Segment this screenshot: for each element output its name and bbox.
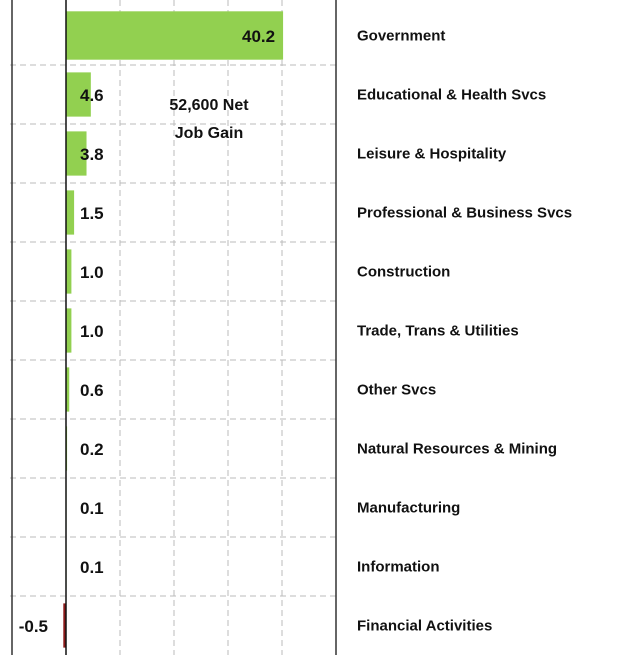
category-label: Construction — [357, 263, 450, 280]
value-label: 3.8 — [80, 145, 104, 164]
value-label: 1.0 — [80, 322, 104, 341]
category-label: Natural Resources & Mining — [357, 440, 557, 457]
category-label: Information — [357, 558, 440, 575]
category-label: Leisure & Hospitality — [357, 145, 507, 162]
value-label: 0.6 — [80, 381, 104, 400]
bar — [66, 367, 70, 412]
value-label: 1.0 — [80, 263, 104, 282]
bar — [66, 308, 72, 353]
annotation: Job Gain — [175, 125, 243, 142]
value-label: 0.1 — [80, 558, 104, 577]
value-label: 1.5 — [80, 204, 104, 223]
bar — [66, 190, 75, 235]
value-label: 4.6 — [80, 86, 104, 105]
bar — [63, 603, 66, 648]
category-label: Other Svcs — [357, 381, 436, 398]
value-label: 0.2 — [80, 440, 104, 459]
category-label: Government — [357, 27, 445, 44]
category-label: Financial Activities — [357, 617, 492, 634]
category-label: Professional & Business Svcs — [357, 204, 572, 221]
bar — [66, 11, 284, 60]
value-label: -0.5 — [19, 617, 48, 636]
value-label: 40.2 — [242, 27, 275, 46]
bar — [66, 131, 87, 176]
bar — [66, 72, 91, 117]
category-label: Manufacturing — [357, 499, 460, 516]
category-label: Trade, Trans & Utilities — [357, 322, 519, 339]
annotation: 52,600 Net — [169, 97, 249, 114]
bar — [66, 249, 72, 294]
value-label: 0.1 — [80, 499, 104, 518]
category-label: Educational & Health Svcs — [357, 86, 546, 103]
